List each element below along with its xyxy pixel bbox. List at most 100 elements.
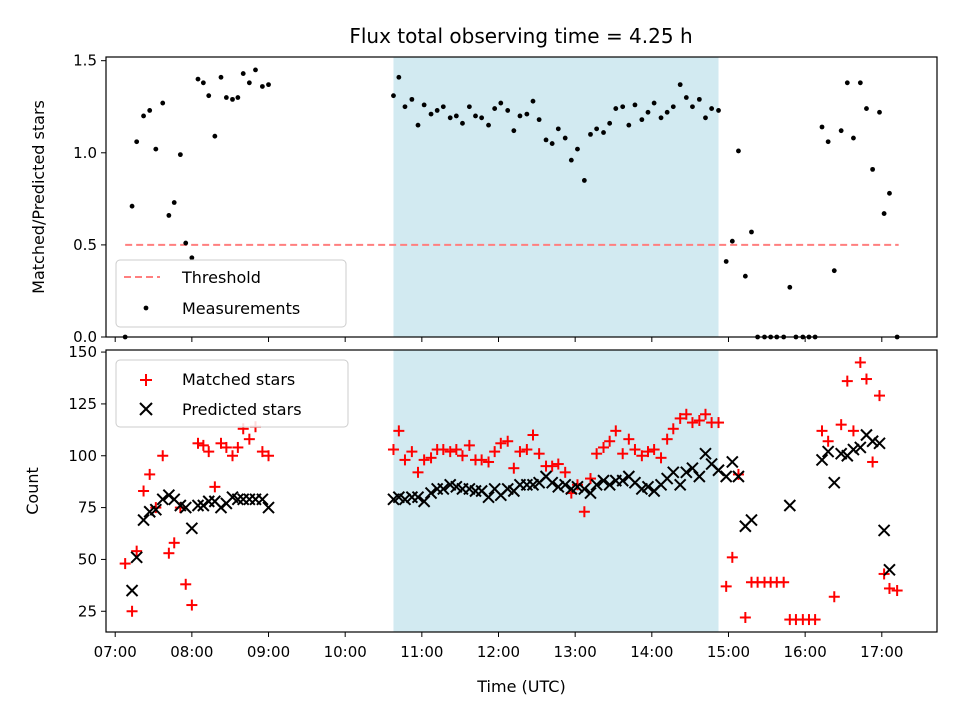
measurement-point xyxy=(479,115,485,121)
measurement-point xyxy=(505,108,511,113)
matched-star-point xyxy=(425,452,437,464)
time-x-tick-label: 10:00 xyxy=(324,643,367,661)
measurement-point xyxy=(749,229,754,235)
predicted-star-point xyxy=(693,470,706,483)
measurement-point xyxy=(153,146,159,152)
measurement-point xyxy=(421,102,427,108)
matched-star-point xyxy=(860,373,872,385)
matched-star-point xyxy=(533,448,545,460)
predicted-star-point xyxy=(256,493,269,506)
predicted-star-point xyxy=(783,499,797,512)
matched-star-point xyxy=(636,450,648,462)
measurement-point xyxy=(709,106,715,111)
matched-star-point xyxy=(256,446,268,458)
measurement-point xyxy=(555,126,561,132)
predicted-star-point xyxy=(616,474,629,487)
matched-star-point xyxy=(617,448,629,460)
measurement-point xyxy=(588,131,593,137)
measurement-point xyxy=(536,117,542,123)
measurement-point xyxy=(440,104,446,110)
ratio-legend-box xyxy=(115,259,347,328)
matched-star-point xyxy=(854,356,866,368)
ratio-y-tick-label: 0.5 xyxy=(73,236,97,254)
measurement-point xyxy=(524,111,530,117)
measurement-point xyxy=(549,141,555,146)
measurement-point xyxy=(696,96,702,102)
predicted-star-point xyxy=(877,524,891,537)
measurement-point xyxy=(402,104,408,110)
count-y-tick-label: 150 xyxy=(68,343,97,361)
measurement-point xyxy=(831,268,837,274)
measurement-point xyxy=(664,109,670,115)
time-x-tick-label: 15:00 xyxy=(707,643,750,661)
matched-star-point xyxy=(126,605,138,617)
measurement-point xyxy=(658,115,664,121)
time-x-axis-label: Time (UTC) xyxy=(476,677,565,696)
count-panel-frame xyxy=(105,349,938,633)
matched-star-point xyxy=(648,444,660,456)
measurement-point xyxy=(253,67,258,73)
measurement-point xyxy=(877,109,882,115)
matched-star-point xyxy=(197,439,209,451)
measurement-point xyxy=(838,128,844,134)
matched-star-point xyxy=(874,390,886,402)
predicted-star-point xyxy=(680,466,693,479)
measurement-point xyxy=(613,106,619,111)
matched-star-point xyxy=(495,437,507,449)
time-x-tick-label: 14:00 xyxy=(630,643,673,661)
predicted-star-point xyxy=(552,480,565,494)
matched-star-point xyxy=(713,417,725,429)
matched-star-point xyxy=(450,444,462,456)
measurement-point xyxy=(240,71,246,76)
time-x-tick-label: 16:00 xyxy=(784,643,827,661)
time-x-tick-label: 08:00 xyxy=(170,643,213,661)
matched-star-point xyxy=(232,441,244,453)
predicted-star-point xyxy=(411,491,425,504)
measurement-point xyxy=(147,108,153,113)
time-x-axis: 07:00 08:00 09:00 10:00 11:00 12:00 13:00 14:00… xyxy=(94,632,903,661)
measurement-point xyxy=(851,135,856,141)
matched-star-point xyxy=(514,446,526,458)
measurement-point xyxy=(177,152,183,158)
matched-star-point xyxy=(847,425,859,437)
measurement-point xyxy=(703,115,708,121)
measurement-point xyxy=(581,178,587,183)
matched-star-point xyxy=(387,444,399,456)
legend-matched-swatch xyxy=(140,374,152,386)
count-y-tick-label: 100 xyxy=(68,447,97,465)
measurement-point xyxy=(607,120,613,126)
predicted-star-point xyxy=(584,486,597,500)
measurement-point xyxy=(568,157,574,163)
predicted-star-point xyxy=(130,551,143,564)
measurement-point xyxy=(230,96,235,102)
measurement-point xyxy=(195,76,201,82)
matched-star-point xyxy=(778,576,790,588)
count-legend: Matched stars Predicted stars xyxy=(115,359,349,428)
measurement-point xyxy=(787,284,793,290)
matched-star-point xyxy=(521,444,533,456)
measurement-point xyxy=(543,137,549,143)
matched-star-point xyxy=(463,439,475,451)
ratio-y-axis-label: Matched/Predicted stars xyxy=(29,100,48,294)
measurement-point xyxy=(460,120,465,126)
measurement-point xyxy=(206,93,212,99)
count-y-tick-label: 50 xyxy=(78,550,97,568)
matched-star-point xyxy=(168,537,180,549)
measurement-point xyxy=(391,93,396,99)
measurement-point xyxy=(651,100,657,106)
legend-measurements-swatch xyxy=(143,305,149,311)
predicted-star-point xyxy=(821,445,835,458)
predicted-star-point xyxy=(545,476,559,489)
measurement-point xyxy=(200,80,206,86)
matched-star-point xyxy=(822,435,834,447)
predicted-star-point xyxy=(699,447,712,460)
measurement-point xyxy=(819,124,825,130)
predicted-star-point xyxy=(571,480,584,494)
predicted-star-point xyxy=(191,499,205,512)
measurement-point xyxy=(594,126,600,132)
matched-star-point xyxy=(629,444,641,456)
matched-star-point xyxy=(667,423,679,435)
matched-star-point xyxy=(739,611,751,623)
predicted-star-point xyxy=(745,513,758,527)
legend-predicted-label: Predicted stars xyxy=(182,400,302,419)
